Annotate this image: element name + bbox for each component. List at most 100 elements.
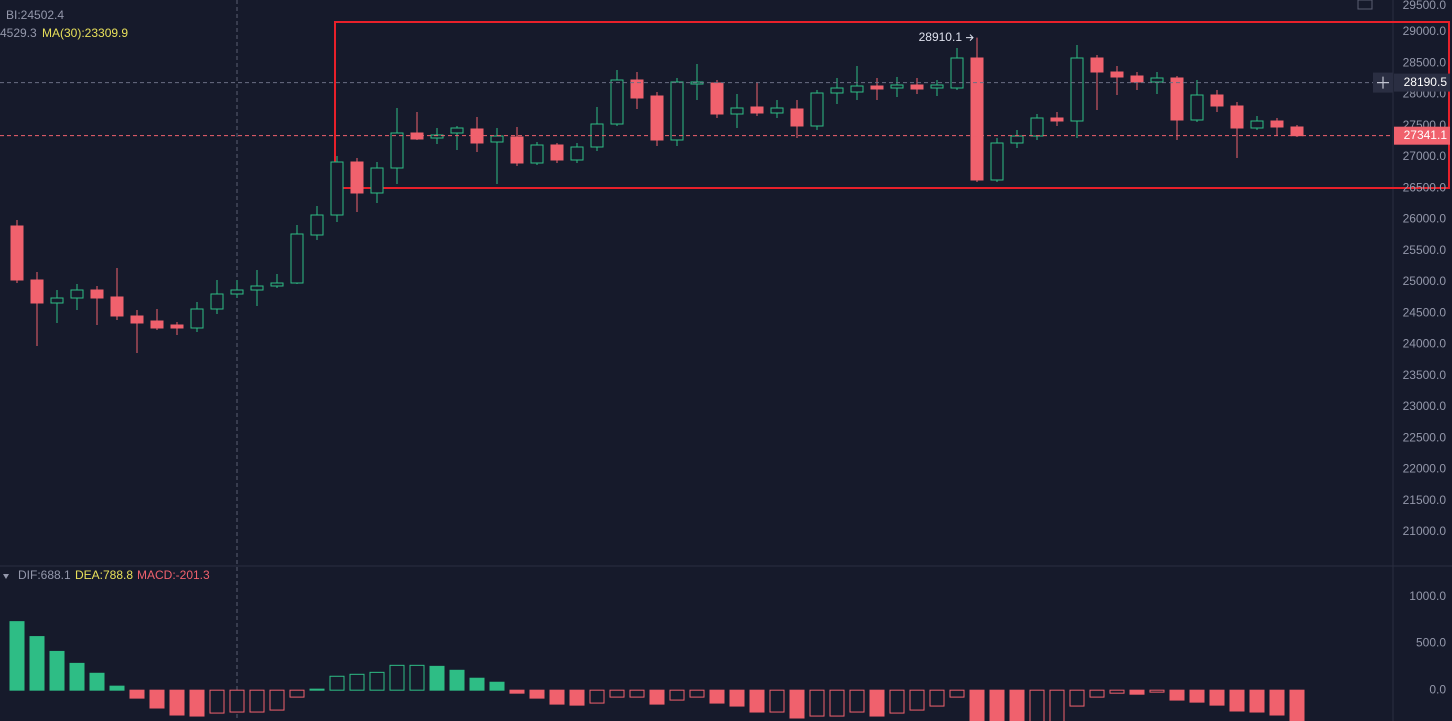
y-tick-label: 26500.0	[1403, 180, 1447, 194]
candle-body	[1090, 57, 1104, 73]
candle-body	[750, 106, 764, 114]
histogram-bar	[1189, 689, 1205, 703]
candle-body	[710, 82, 724, 115]
header-text: 4529.3	[0, 26, 37, 40]
candle-body	[290, 233, 304, 284]
candle-body	[210, 293, 224, 310]
histogram-bar	[1049, 689, 1065, 721]
candle-body	[1230, 105, 1244, 129]
candle-body	[1070, 57, 1084, 122]
y-tick-label: 23500.0	[1403, 368, 1447, 382]
histogram-bar	[949, 689, 965, 698]
y-tick-label: 26000.0	[1403, 212, 1447, 226]
histogram-bar	[469, 677, 485, 691]
histogram-bar	[49, 650, 65, 691]
histogram-bar	[209, 689, 225, 714]
histogram-bar	[249, 689, 265, 713]
histogram-bar	[309, 688, 325, 691]
candle-body	[550, 144, 564, 161]
histogram-bar	[709, 689, 725, 704]
candle-body	[570, 146, 584, 161]
candle-body	[990, 142, 1004, 181]
histogram-bar	[789, 689, 805, 719]
y-tick-label: 0.0	[1429, 682, 1446, 696]
histogram-bar	[149, 689, 165, 709]
candle-body	[530, 144, 544, 164]
candle-body	[130, 315, 144, 324]
collapse-icon[interactable]	[3, 574, 9, 579]
candle-body	[870, 85, 884, 90]
candle-body	[350, 161, 364, 194]
candle-body	[70, 289, 84, 299]
histogram-bar	[809, 689, 825, 717]
y-tick-label: 500.0	[1416, 636, 1446, 650]
y-tick-label: 25500.0	[1403, 243, 1447, 257]
candle-body	[850, 85, 864, 93]
candle-body	[50, 297, 64, 304]
candle-body	[1050, 117, 1064, 122]
histogram-bar	[409, 664, 425, 691]
histogram-bar	[529, 689, 545, 699]
histogram-bar	[749, 689, 765, 713]
plus-icon	[1377, 76, 1389, 89]
histogram-bar	[589, 689, 605, 704]
candle-body	[950, 57, 964, 89]
histogram-bar	[909, 689, 925, 711]
histogram-bar	[1089, 689, 1105, 698]
histogram-bar	[929, 689, 945, 707]
histogram-bar	[549, 689, 565, 705]
candle-body	[430, 134, 444, 139]
y-tick-label: 28500.0	[1403, 55, 1447, 69]
candle-body	[810, 92, 824, 127]
indicator-text: DEA:788.8	[75, 568, 133, 582]
histogram-bar	[369, 671, 385, 691]
candle-body	[1030, 117, 1044, 137]
candle-body	[230, 289, 244, 295]
histogram-bar	[349, 673, 365, 691]
y-tick-label: 27000.0	[1403, 149, 1447, 163]
histogram-bar	[669, 689, 685, 701]
y-tick-label: 21500.0	[1403, 493, 1447, 507]
histogram-bar	[1129, 689, 1145, 695]
candle-body	[1010, 135, 1024, 144]
candle-body	[330, 161, 344, 216]
histogram-bar	[609, 689, 625, 698]
header-text: BI:24502.4	[6, 8, 64, 22]
histogram-bar	[89, 672, 105, 691]
candle-body	[270, 282, 284, 287]
y-tick-label: 29000.0	[1403, 24, 1447, 38]
y-tick-label: 1000.0	[1409, 589, 1446, 603]
candle-body	[490, 135, 504, 143]
histogram-bar	[1149, 689, 1165, 693]
histogram-bar	[729, 689, 745, 707]
candle-body	[1290, 126, 1304, 137]
histogram-bar	[989, 689, 1005, 721]
candle-body	[830, 87, 844, 94]
high-label: 28910.1	[919, 30, 963, 44]
histogram-bar	[869, 689, 885, 717]
histogram-bar	[969, 689, 985, 721]
y-tick-label: 29500.0	[1403, 0, 1447, 12]
candle-body	[510, 136, 524, 164]
histogram-bar	[69, 662, 85, 691]
histogram-bar	[9, 621, 25, 691]
histogram-bar	[329, 675, 345, 691]
candle-body	[1210, 94, 1224, 107]
candle-body	[1170, 77, 1184, 121]
histogram-bar	[1009, 689, 1025, 721]
candle-body	[790, 108, 804, 127]
histogram-bar	[829, 689, 845, 717]
histogram-bar	[1169, 689, 1185, 701]
histogram-bar	[489, 681, 505, 691]
candle-body	[1270, 120, 1284, 128]
price-tag	[1394, 126, 1450, 145]
histogram-bar	[1209, 689, 1225, 706]
histogram-bar	[849, 689, 865, 713]
histogram-bar	[1229, 689, 1245, 712]
candle-body	[650, 95, 664, 141]
candle-body	[450, 127, 464, 134]
histogram-bar	[509, 689, 525, 694]
corner-icon	[1357, 0, 1373, 10]
y-tick-label: 22500.0	[1403, 430, 1447, 444]
